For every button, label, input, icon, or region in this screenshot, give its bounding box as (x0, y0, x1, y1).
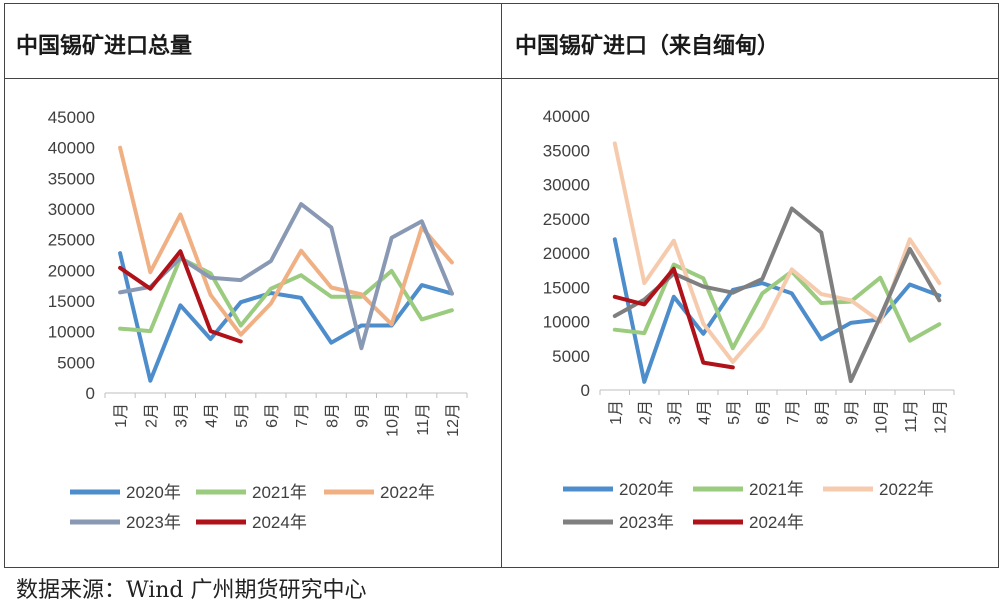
y-tick-label: 15000 (543, 278, 590, 297)
y-tick-label: 15000 (48, 292, 95, 311)
y-tick-label: 20000 (543, 244, 590, 263)
panel-divider (501, 3, 502, 568)
x-tick-label: 10月 (385, 403, 402, 437)
y-tick-label: 30000 (543, 176, 590, 195)
series-line-2020年 (118, 251, 454, 383)
x-tick-label: 10月 (873, 400, 890, 434)
x-tick-label: 12月 (932, 400, 949, 434)
right-line-chart: 0 5000 10000 15000 20000 25000 30000 35000 40000… (543, 107, 955, 532)
y-tick-label: 25000 (48, 231, 95, 250)
y-tick-label: 25000 (543, 210, 590, 229)
legend-label: 2021年 (252, 483, 307, 502)
x-tick-label: 9月 (354, 403, 371, 428)
y-tick-label: 20000 (48, 261, 95, 280)
y-tick-label: 0 (581, 381, 590, 400)
legend-label: 2022年 (380, 483, 435, 502)
x-tick-label: 11月 (415, 403, 432, 436)
y-tick-label: 10000 (48, 323, 95, 342)
x-tick-label: 4月 (204, 403, 221, 428)
legend-label: 2024年 (252, 513, 307, 532)
y-tick-label: 40000 (543, 107, 590, 126)
title-divider (4, 78, 999, 79)
y-tick-label: 10000 (543, 313, 590, 332)
x-tick-label: 2月 (637, 400, 654, 425)
x-tick-label: 1月 (113, 403, 130, 428)
right-chart-title: 中国锡矿进口（来自缅甸） (515, 34, 780, 59)
series-line-2024年 (612, 266, 735, 370)
x-tick-label: 11月 (903, 400, 920, 433)
y-tick-label: 35000 (543, 141, 590, 160)
series-line-2023年 (118, 202, 454, 351)
x-tick-label: 5月 (726, 400, 743, 425)
x-tick-label: 6月 (755, 400, 772, 425)
x-tick-label: 6月 (264, 403, 281, 428)
x-tick-label: 1月 (608, 400, 625, 425)
x-tick-label: 9月 (844, 400, 861, 425)
series-line-2022年 (118, 145, 454, 337)
y-tick-label: 35000 (48, 169, 95, 188)
x-tick-label: 8月 (324, 403, 341, 428)
x-tick-label: 3月 (667, 400, 684, 425)
x-tick-label: 12月 (445, 403, 462, 437)
x-tick-label: 7月 (294, 403, 311, 428)
legend-label: 2020年 (619, 480, 674, 499)
y-tick-label: 5000 (57, 353, 95, 372)
legend-label: 2024年 (749, 513, 804, 532)
x-tick-label: 2月 (143, 403, 160, 428)
y-tick-label: 30000 (48, 200, 95, 219)
legend-label: 2023年 (619, 513, 674, 532)
x-tick-label: 5月 (234, 403, 251, 428)
x-tick-label: 8月 (814, 400, 831, 425)
legend-label: 2023年 (126, 513, 181, 532)
legend-label: 2022年 (879, 480, 934, 499)
x-tick-label: 7月 (785, 400, 802, 425)
source-note: 数据来源：Wind 广州期货研究中心 (16, 578, 367, 603)
y-tick-label: 0 (86, 384, 95, 403)
y-tick-label: 45000 (48, 108, 95, 127)
series-line-2024年 (118, 249, 243, 344)
series-line-2023年 (612, 206, 942, 384)
left-line-chart: 0 5000 10000 15000 20000 25000 30000 35000 40000… (48, 108, 468, 532)
y-tick-label: 5000 (552, 347, 590, 366)
x-tick-label: 4月 (696, 400, 713, 425)
y-tick-label: 40000 (48, 139, 95, 158)
series-line-2020年 (612, 237, 942, 384)
left-chart-title: 中国锡矿进口总量 (16, 34, 193, 59)
legend-label: 2020年 (126, 483, 181, 502)
series-line-2021年 (118, 256, 454, 334)
legend-label: 2021年 (749, 480, 804, 499)
x-tick-label: 3月 (173, 403, 190, 428)
